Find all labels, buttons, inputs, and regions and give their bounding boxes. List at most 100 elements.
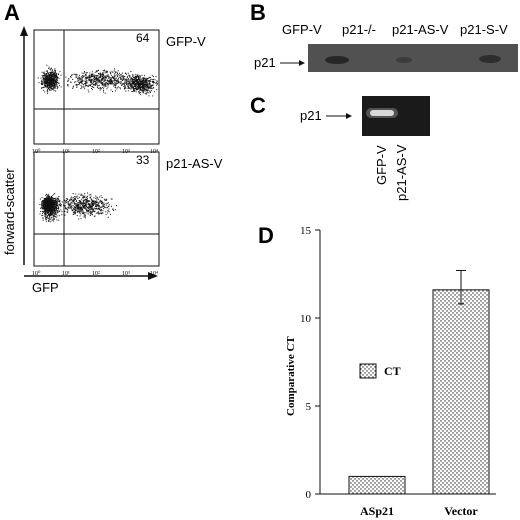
flow-dot <box>147 78 149 79</box>
flow-dot <box>134 85 136 87</box>
flow-dot <box>95 76 97 78</box>
flow-dot <box>142 90 144 92</box>
flow-dot <box>70 206 72 208</box>
flow-dot <box>56 202 58 204</box>
flow-dot <box>106 198 108 200</box>
flow-dot <box>75 203 77 205</box>
flow-dot <box>91 208 93 210</box>
flow-dot <box>55 201 57 203</box>
flow-dot <box>91 86 93 87</box>
flow-dot <box>48 66 50 68</box>
flow-dot <box>52 200 54 202</box>
flow-dot <box>51 209 53 211</box>
flow-dot <box>88 206 90 208</box>
flow-dot <box>42 215 44 216</box>
flow-dot <box>48 85 49 86</box>
flow-dot <box>154 79 156 81</box>
flow-dot <box>142 78 144 80</box>
flow-dot <box>73 199 75 201</box>
flow-dot <box>107 210 109 212</box>
flow-dot <box>107 202 109 204</box>
flow-dot <box>82 210 84 212</box>
flow-dot <box>52 218 54 220</box>
flow-dot <box>58 201 60 203</box>
flow-dot <box>100 201 102 203</box>
flow-dot <box>140 80 142 82</box>
flow-dot <box>57 86 59 88</box>
flow-dot <box>76 74 78 76</box>
flow-dot <box>95 195 97 197</box>
flow-dot <box>143 85 145 87</box>
flow-dot <box>51 204 53 206</box>
x-tick-label: 10⁰ <box>32 270 41 277</box>
flow-dot <box>102 201 103 203</box>
pcr-lane-label: GFP-V <box>374 145 389 185</box>
flow-dot <box>93 78 95 80</box>
flow-dot <box>89 215 91 216</box>
flow-dot <box>121 84 123 86</box>
flow-dot <box>107 80 109 82</box>
flow-dot <box>97 201 99 203</box>
flow-dot <box>45 194 47 196</box>
flow-dot <box>142 82 144 84</box>
flow-dot <box>152 82 154 83</box>
flow-dot <box>72 86 74 88</box>
flow-dot <box>136 82 138 84</box>
flow-dot <box>104 75 106 77</box>
flow-dot <box>107 80 109 82</box>
flow-dot <box>45 218 47 220</box>
flow-dot <box>136 79 138 81</box>
flow-dot <box>56 210 58 212</box>
flow-dot <box>65 198 67 200</box>
flow-dot <box>103 202 105 204</box>
flow-dot <box>43 74 44 76</box>
flow-dot <box>68 78 70 80</box>
flow-dot <box>79 201 81 203</box>
flow-dot <box>95 78 97 79</box>
flow-dot <box>55 79 57 81</box>
flow-dot <box>91 80 92 82</box>
flow-dot <box>122 77 124 79</box>
flow-dot <box>95 206 97 208</box>
flow-dot <box>82 195 84 197</box>
flow-plot-label-gfp-v: GFP-V <box>166 34 206 49</box>
flow-dot <box>105 72 107 74</box>
flow-dot <box>42 201 44 203</box>
flow-dot <box>47 204 49 206</box>
flow-dot <box>81 87 83 89</box>
flow-dot <box>114 74 116 76</box>
flow-dot <box>80 85 82 87</box>
flow-dot <box>48 193 50 195</box>
western-lane-label: p21-S-V <box>460 22 508 37</box>
flow-dot <box>90 75 92 77</box>
flow-dot <box>68 80 69 82</box>
flow-dot <box>141 80 143 82</box>
flow-dot <box>41 207 43 209</box>
flow-dot <box>125 79 127 81</box>
flow-dot <box>114 73 115 75</box>
flow-dot <box>96 202 98 203</box>
flow-dot <box>72 204 74 206</box>
flow-dot <box>71 74 73 76</box>
flow-dot <box>41 207 43 209</box>
flow-dot <box>148 77 150 79</box>
flow-dot <box>49 78 51 80</box>
flow-dot <box>50 202 52 204</box>
flow-dot <box>147 86 148 88</box>
flow-dot <box>55 80 57 82</box>
flow-dot <box>89 78 91 80</box>
flow-dot <box>90 208 92 210</box>
flow-dot <box>52 213 54 215</box>
flow-dot <box>100 81 102 83</box>
western-lane-label: p21-/- <box>342 22 376 37</box>
flow-dot <box>44 77 46 79</box>
flow-dot <box>141 81 143 83</box>
flow-dot <box>71 75 73 77</box>
flow-dot <box>48 80 50 82</box>
flow-dot <box>87 200 89 202</box>
flow-dot <box>117 86 119 88</box>
flow-dot <box>156 89 158 91</box>
flow-dot <box>47 71 48 73</box>
flow-dot <box>68 205 70 207</box>
flow-dot <box>60 205 62 207</box>
